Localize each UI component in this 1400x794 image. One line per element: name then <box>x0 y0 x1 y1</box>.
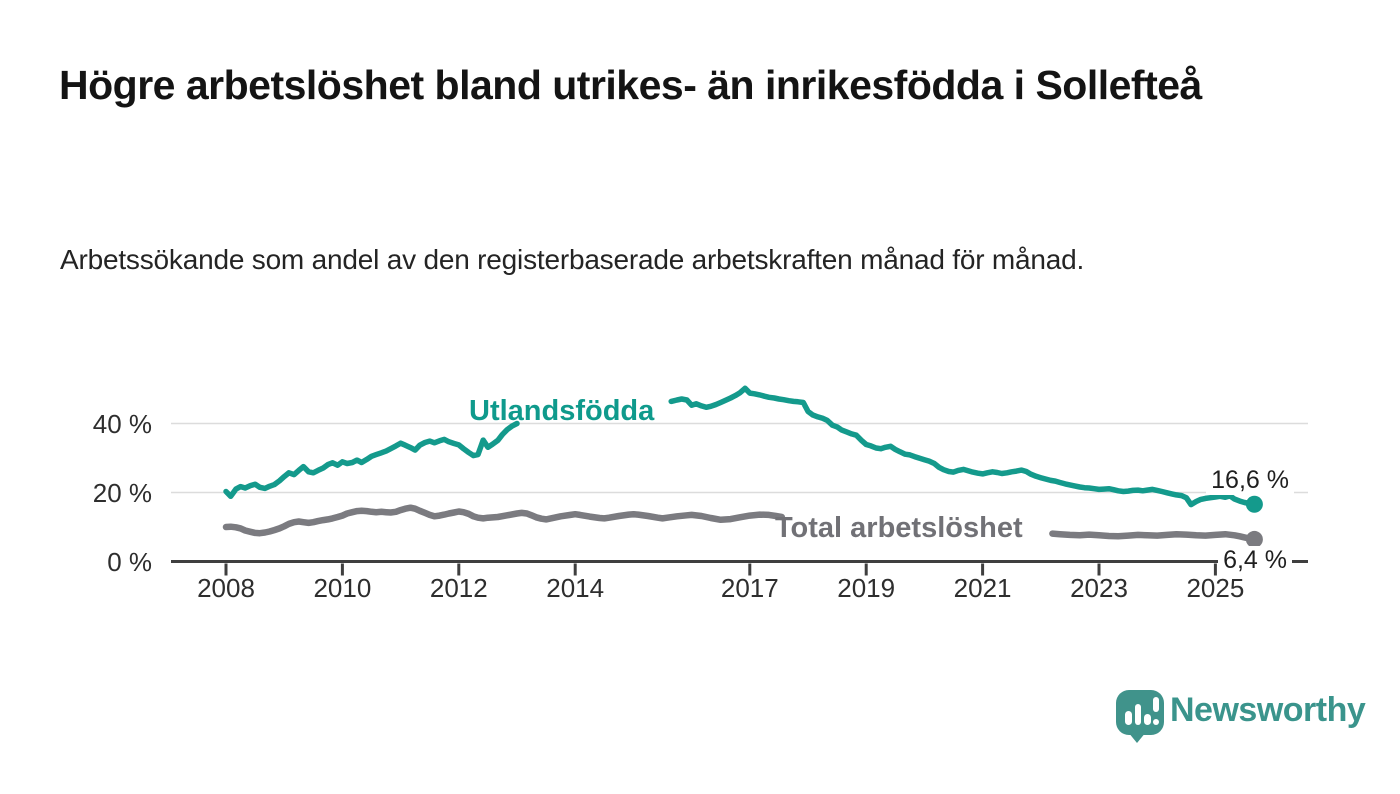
newsworthy-logo: Newsworthy <box>1116 688 1396 748</box>
logo-bar-icon <box>1134 704 1141 725</box>
line-chart: Utlandsfödda Total arbetslöshet 16,6 % 6… <box>92 385 1308 603</box>
y-tick-label: 20 % <box>92 477 152 508</box>
series-line-0 <box>223 420 520 500</box>
page-title: Högre arbetslöshet bland utrikes- än inr… <box>59 62 1202 108</box>
x-tick-label: 2025 <box>1186 573 1245 603</box>
logo-exclamation-icon <box>1152 697 1159 712</box>
newsworthy-bubble-icon <box>1116 690 1164 735</box>
x-tick-label: 2010 <box>313 573 372 603</box>
logo-exclamation-dot-icon <box>1152 719 1159 725</box>
series-line-0 <box>668 385 1258 508</box>
y-tick-label: 40 % <box>92 408 152 439</box>
x-tick-label: 2017 <box>720 573 779 603</box>
x-tick-label: 2014 <box>546 573 605 603</box>
logo-bar-icon <box>1125 711 1132 725</box>
x-tick-label: 2019 <box>837 573 896 603</box>
series-end-dot-1 <box>1245 530 1263 548</box>
end-value-label-total: 6,4 % <box>1218 546 1292 575</box>
series-line-1 <box>1049 530 1258 543</box>
chart-canvas <box>171 385 1308 576</box>
series-end-dot-0 <box>1245 495 1263 513</box>
y-tick-label: 0 % <box>107 546 152 577</box>
newsworthy-bubble-tail <box>1128 732 1146 743</box>
logo-bar-icon <box>1144 714 1151 725</box>
end-value-label-utlandsfodda: 16,6 % <box>1206 466 1294 495</box>
series-label-utlandsfodda: Utlandsfödda <box>469 395 655 427</box>
x-tick-label: 2012 <box>429 573 488 603</box>
newsworthy-logo-text: Newsworthy <box>1170 691 1366 729</box>
series-label-total-arbetsloshet: Total arbetslöshet <box>775 512 1023 544</box>
x-tick-label: 2023 <box>1070 573 1128 603</box>
x-tick-label: 2021 <box>953 573 1012 603</box>
series-line-1 <box>222 504 786 537</box>
x-tick-label: 2008 <box>197 573 255 603</box>
chart-subtitle: Arbetssökande som andel av den registerb… <box>60 244 1085 275</box>
